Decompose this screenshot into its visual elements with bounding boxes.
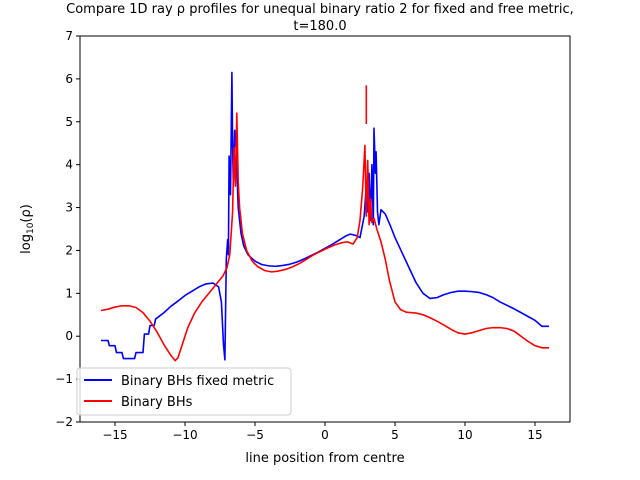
y-axis-label-log: log (19, 234, 34, 254)
y-tick-label: −1 (55, 372, 73, 386)
y-tick-label: 5 (65, 115, 73, 129)
y-axis-label-rho: (ρ) (19, 204, 34, 222)
y-tick-label: 7 (65, 29, 73, 43)
y-tick-label: 6 (65, 72, 73, 86)
y-tick-label: 3 (65, 201, 73, 215)
x-axis-label: line position from centre (245, 451, 404, 466)
y-tick-label: −2 (55, 415, 73, 429)
legend-label-binary-bhs: Binary BHs (121, 395, 193, 410)
x-tick-label: 5 (391, 428, 399, 442)
series-layer (100, 71, 549, 362)
series-line-1 (100, 112, 549, 362)
plot-frame (79, 35, 571, 423)
chart-subtitle: t=180.0 (293, 19, 346, 34)
y-tick-label: 4 (65, 158, 73, 172)
y-tick-label: 0 (65, 329, 73, 343)
series-line-0 (101, 71, 549, 361)
x-tick-label: 10 (457, 428, 472, 442)
y-axis-label: log10(ρ) (19, 204, 36, 254)
x-tick-label: −5 (246, 428, 264, 442)
y-tick-label: 1 (65, 286, 73, 300)
chart-title: Compare 1D ray ρ profiles for unequal bi… (66, 2, 574, 17)
legend-label-fixed-metric: Binary BHs fixed metric (121, 374, 274, 389)
y-axis-label-subscript: 10 (26, 222, 36, 234)
legend-box (76, 367, 292, 416)
x-tick-label: 15 (527, 428, 542, 442)
legend: Binary BHs fixed metric Binary BHs (76, 367, 292, 416)
y-tick-label: 2 (65, 243, 73, 257)
x-tick-label: −10 (172, 428, 197, 442)
x-tick-label: 0 (321, 428, 329, 442)
x-tick-label: −15 (102, 428, 127, 442)
